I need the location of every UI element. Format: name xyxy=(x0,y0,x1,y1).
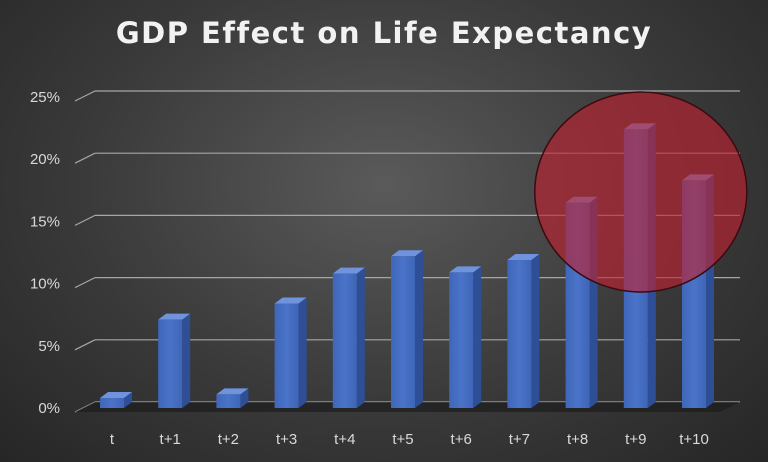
y-tick-label: 0% xyxy=(38,400,60,417)
x-tick-label: t+2 xyxy=(218,431,239,448)
x-tick-label: t+9 xyxy=(625,431,646,448)
bar-top xyxy=(216,388,249,395)
gridline-diagonal xyxy=(74,277,96,289)
bar-t+7 xyxy=(507,253,540,408)
x-tick-label: t+1 xyxy=(160,431,181,448)
bar-t+4 xyxy=(332,267,365,408)
bar-front xyxy=(100,398,124,408)
bar-top xyxy=(158,313,191,320)
bar-side xyxy=(240,388,249,408)
bar-top xyxy=(507,253,540,260)
gridline-diagonal xyxy=(74,214,96,226)
bar-front xyxy=(449,272,474,408)
bar-side xyxy=(531,253,540,408)
highlight-circle xyxy=(534,91,748,293)
chart-title: GDP Effect on Life Expectancy xyxy=(115,16,653,50)
bar-front xyxy=(391,256,415,408)
bar-front xyxy=(507,259,532,408)
bar-side xyxy=(124,392,132,408)
bar-top xyxy=(332,267,365,274)
bar-side xyxy=(298,297,307,408)
x-tick-label: t+3 xyxy=(276,431,297,448)
gridline-diagonal xyxy=(74,90,96,102)
bar-top xyxy=(100,392,132,399)
bar-front xyxy=(274,303,299,408)
bar-top xyxy=(391,250,423,257)
bar-t+2 xyxy=(216,388,249,408)
bar-front xyxy=(332,273,357,408)
highlight-layer xyxy=(534,91,748,293)
y-tick-label: 5% xyxy=(38,338,60,355)
gridline-diagonal xyxy=(74,152,96,164)
x-tick-label: t+5 xyxy=(392,431,413,448)
bar-front xyxy=(216,394,241,408)
bar-side xyxy=(182,313,191,408)
bar-side xyxy=(415,250,423,408)
bar-t+3 xyxy=(274,297,307,408)
bar-t+5 xyxy=(391,250,423,408)
x-tick-label: t+7 xyxy=(509,431,530,448)
bar-t xyxy=(100,392,132,408)
bar-t+6 xyxy=(449,266,482,408)
bar-front xyxy=(158,319,183,408)
y-tick-label: 15% xyxy=(30,213,60,230)
y-tick-label: 20% xyxy=(30,151,60,168)
x-tick-label: t+10 xyxy=(679,431,709,448)
x-tick-label: t xyxy=(110,431,115,448)
x-axis-ticks: t t+1 t+2 t+3 t+4 t+5 t+6 t+7 t+8 t+9 t+10 xyxy=(110,431,709,448)
x-tick-label: t+6 xyxy=(451,431,472,448)
y-tick-label: 10% xyxy=(30,276,60,293)
bar-t+1 xyxy=(158,313,191,408)
bar-side xyxy=(356,267,365,408)
gridline-diagonal xyxy=(74,339,96,351)
y-tick-label: 25% xyxy=(30,89,60,106)
x-tick-label: t+4 xyxy=(334,431,355,448)
bar-top xyxy=(274,297,307,304)
y-axis-ticks: 0% 5% 10% 15% 20% 25% xyxy=(30,89,60,417)
bar-side xyxy=(473,266,482,408)
bar-top xyxy=(449,266,482,273)
x-tick-label: t+8 xyxy=(567,431,588,448)
